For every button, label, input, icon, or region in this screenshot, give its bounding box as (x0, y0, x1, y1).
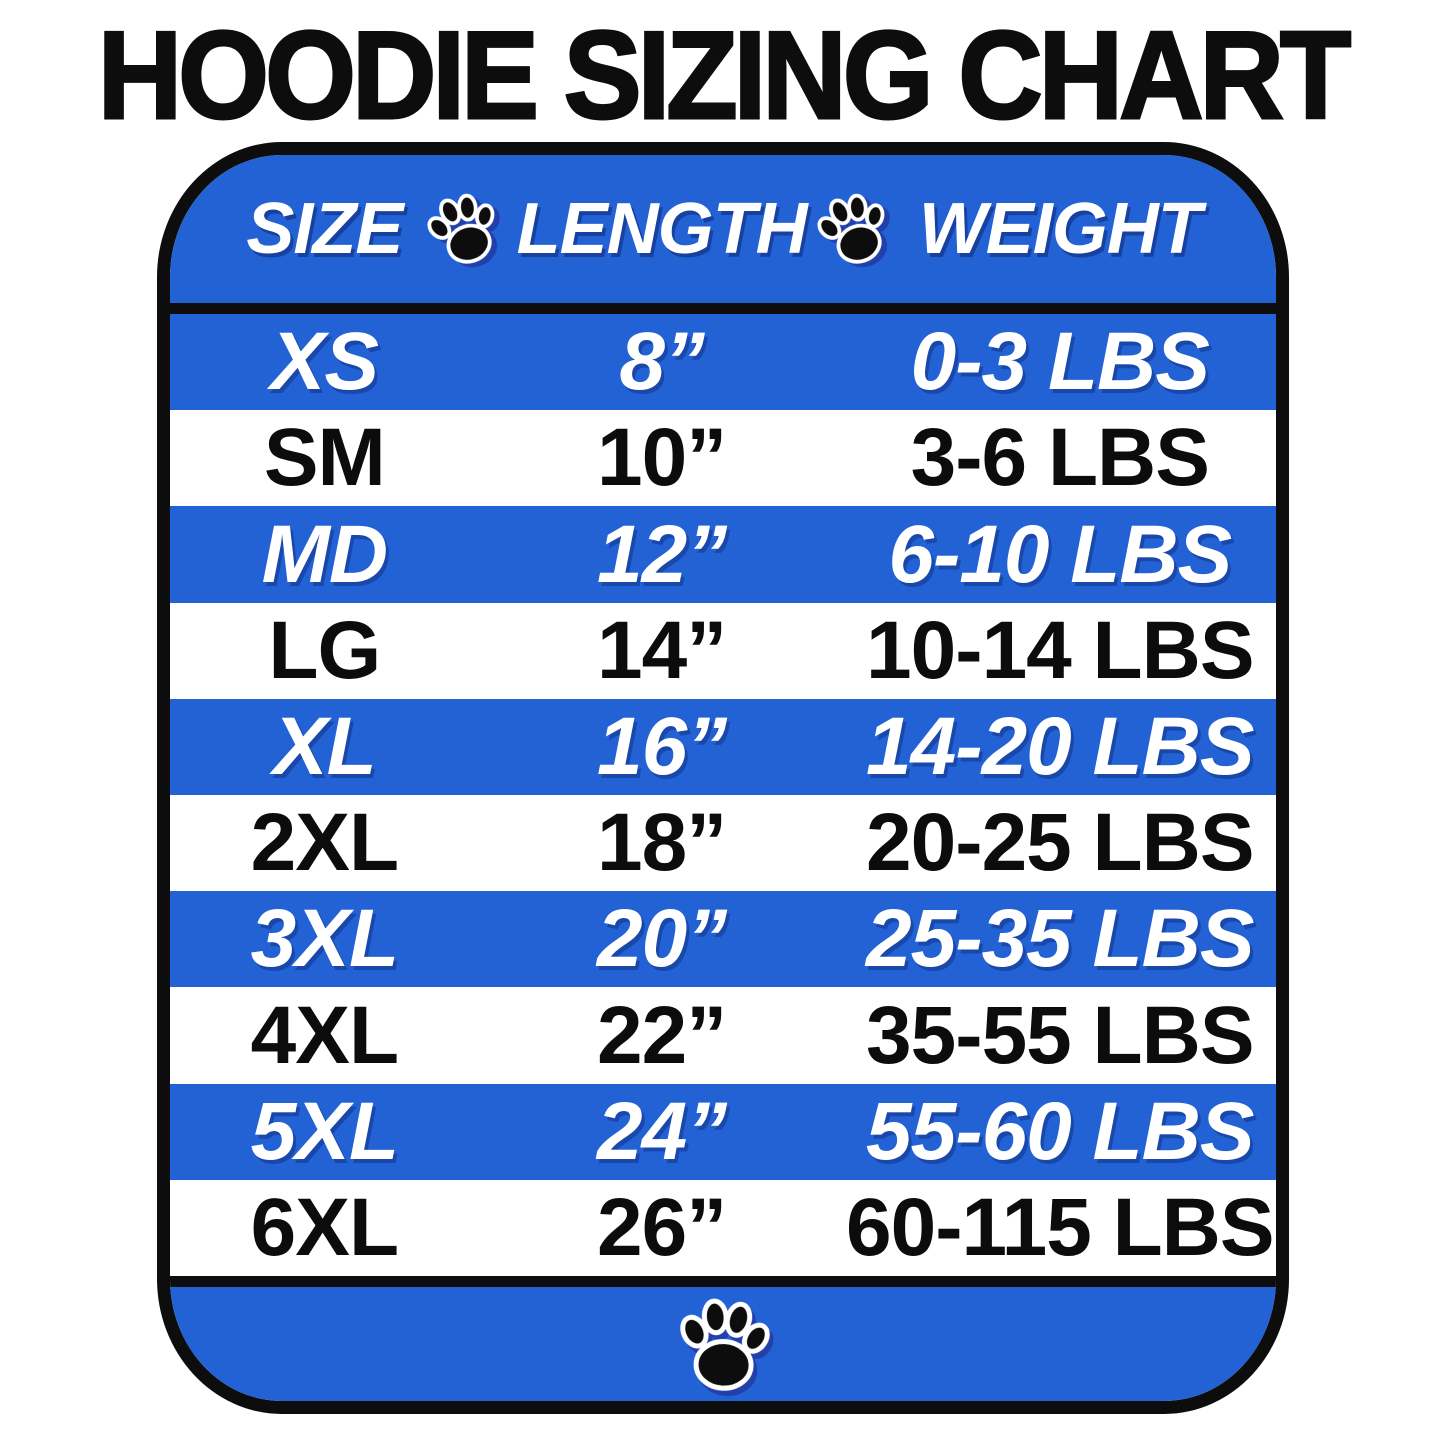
table-row: SM 10” 3-6 LBS (169, 410, 1276, 507)
size-cell: 3XL (250, 893, 399, 985)
weight-cell: 10-14 LBS (866, 604, 1255, 696)
table-row: XS 8” 0-3 LBS (169, 314, 1276, 411)
length-cell: 10” (597, 412, 727, 504)
page-title: HOODIE SIZING CHART (0, 6, 1445, 147)
page-title-text: HOODIE SIZING CHART (96, 6, 1352, 147)
weight-cell: 35-55 LBS (866, 989, 1255, 1081)
header-length: LENGTH (516, 189, 808, 269)
length-cell: 14” (597, 604, 727, 696)
weight-cell: 20-25 LBS (866, 797, 1255, 889)
table-row: 6XL 26” 60-115 LBS (169, 1179, 1276, 1277)
table-row: MD 12” 6-10 LBS (169, 506, 1276, 603)
table-row: 2XL 18” 20-25 LBS (169, 795, 1276, 892)
table-body: XS 8” 0-3 LBS SM 10” 3-6 LBS MD 12” 6-10… (169, 314, 1276, 1277)
size-cell: LG (268, 604, 381, 696)
length-cell: 20” (597, 893, 727, 985)
length-cell: 26” (597, 1181, 727, 1273)
header-divider (169, 303, 1276, 314)
length-cell: 16” (597, 700, 727, 792)
weight-cell: 0-3 LBS (910, 316, 1210, 408)
length-cell: 22” (597, 989, 727, 1081)
paw-icon (679, 1298, 770, 1391)
length-cell: 18” (597, 797, 727, 889)
length-cell: 8” (619, 316, 705, 408)
header-weight: WEIGHT (918, 189, 1202, 269)
table-header: SIZE LENGTH WEIGHT (169, 155, 1276, 303)
size-cell: 4XL (250, 989, 399, 1081)
paw-icon (817, 193, 885, 264)
weight-cell: 25-35 LBS (866, 893, 1255, 985)
weight-cell: 6-10 LBS (888, 508, 1232, 600)
size-cell: 6XL (250, 1181, 399, 1273)
header-size: SIZE (246, 189, 403, 269)
card-footer (169, 1287, 1276, 1401)
table-row: XL 16” 14-20 LBS (169, 698, 1276, 796)
length-cell: 24” (597, 1085, 727, 1177)
table-row: 5XL 24” 55-60 LBS (169, 1083, 1276, 1180)
size-cell: MD (261, 508, 389, 600)
table-row: 3XL 20” 25-35 LBS (169, 891, 1276, 988)
size-cell: 5XL (250, 1085, 399, 1177)
size-cell: XS (270, 316, 379, 408)
weight-cell: 14-20 LBS (866, 700, 1255, 792)
sizing-chart-card: SIZE LENGTH WEIGHT XS 8” (156, 142, 1289, 1414)
weight-cell: 60-115 LBS (846, 1181, 1275, 1273)
paw-icon (427, 193, 494, 264)
weight-cell: 55-60 LBS (866, 1085, 1255, 1177)
table-row: LG 14” 10-14 LBS (169, 602, 1276, 699)
table-row: 4XL 22” 35-55 LBS (169, 987, 1276, 1084)
weight-cell: 3-6 LBS (910, 412, 1210, 504)
footer-divider (169, 1276, 1276, 1287)
size-cell: 2XL (250, 797, 399, 889)
length-cell: 12” (597, 508, 727, 600)
size-cell: XL (272, 700, 377, 792)
size-cell: SM (263, 412, 386, 504)
